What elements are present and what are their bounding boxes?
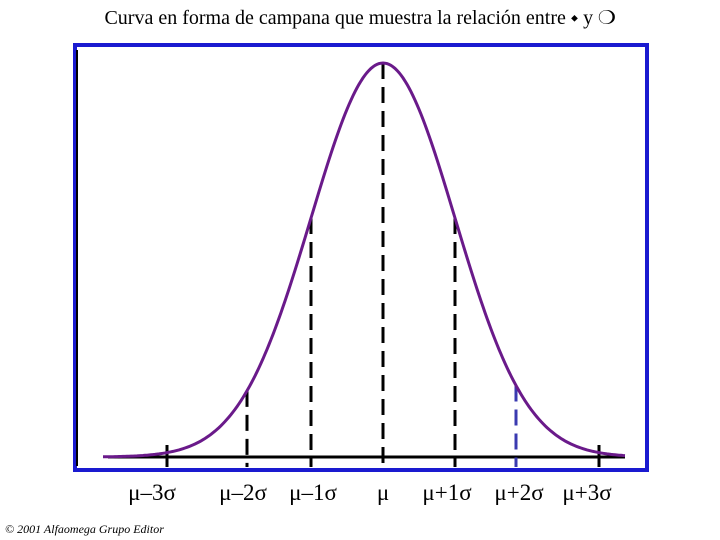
bell-curve (103, 61, 626, 459)
slide-title: Curva en forma de campana que muestra la… (104, 7, 615, 29)
axis-label: μ–1σ (289, 480, 337, 505)
guides (165, 63, 601, 467)
axis-label: μ+3σ (562, 480, 612, 505)
axis-label: μ+1σ (422, 480, 472, 505)
axis-labels: μ–3σ μ–2σ μ–1σ μ μ+1σ μ+2σ μ+3σ (128, 480, 612, 505)
axis-label: μ–2σ (219, 480, 267, 505)
footer: © 2001 Alfaomega Grupo Editor (5, 522, 164, 536)
axis-label: μ+2σ (494, 480, 544, 505)
axis-label: μ–3σ (128, 480, 176, 505)
frame (73, 43, 649, 472)
axis-label: μ (377, 480, 389, 505)
